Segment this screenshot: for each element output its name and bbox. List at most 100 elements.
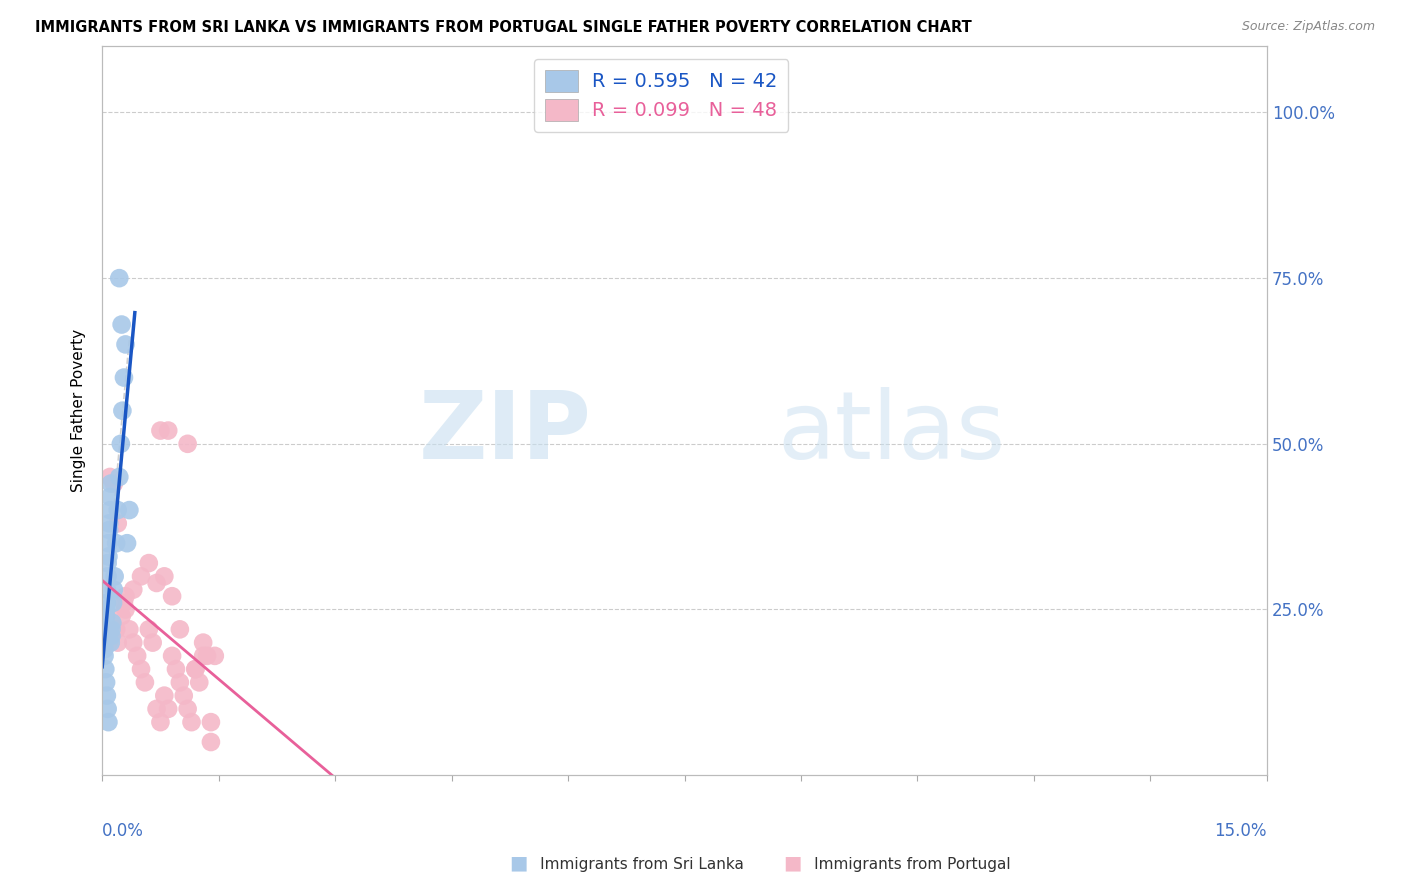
Point	[94, 609, 117, 624]
Point	[97, 569, 120, 583]
Point	[97, 549, 120, 564]
Point	[111, 609, 134, 624]
Point	[127, 648, 149, 663]
Point	[103, 582, 125, 597]
Point	[145, 576, 167, 591]
Point	[129, 569, 152, 583]
Point	[115, 536, 138, 550]
Point	[111, 403, 134, 417]
Point	[105, 536, 128, 550]
Point	[93, 629, 115, 643]
Y-axis label: Single Father Poverty: Single Father Poverty	[72, 329, 86, 492]
Point	[110, 437, 132, 451]
Point	[129, 662, 152, 676]
Text: ZIP: ZIP	[419, 386, 592, 478]
Point	[107, 503, 129, 517]
Text: 0.0%: 0.0%	[103, 822, 143, 839]
Point	[93, 648, 115, 663]
Point	[112, 370, 135, 384]
Point	[169, 675, 191, 690]
Point	[122, 582, 145, 597]
Point	[103, 476, 125, 491]
Point	[165, 662, 187, 676]
Point	[176, 437, 198, 451]
Point	[98, 490, 121, 504]
Point	[93, 642, 115, 657]
Point	[108, 470, 131, 484]
Point	[191, 648, 214, 663]
Point	[112, 596, 135, 610]
Text: atlas: atlas	[778, 386, 1005, 478]
Point	[98, 523, 121, 537]
Point	[101, 596, 124, 610]
Text: Immigrants from Portugal: Immigrants from Portugal	[780, 857, 1011, 872]
Point	[138, 623, 160, 637]
Point	[153, 569, 176, 583]
Point	[145, 702, 167, 716]
Point	[111, 318, 134, 332]
Point	[114, 337, 136, 351]
Point	[169, 623, 191, 637]
Point	[134, 675, 156, 690]
Point	[157, 424, 180, 438]
Point	[105, 623, 128, 637]
Point	[97, 715, 120, 730]
Point	[173, 689, 195, 703]
Point	[96, 582, 118, 597]
Legend: R = 0.595   N = 42, R = 0.099   N = 48: R = 0.595 N = 42, R = 0.099 N = 48	[534, 59, 789, 132]
Point	[94, 662, 117, 676]
Point	[191, 635, 214, 649]
Point	[97, 556, 120, 570]
Text: ■: ■	[783, 854, 801, 872]
Point	[100, 629, 122, 643]
Point	[98, 470, 121, 484]
Point	[122, 635, 145, 649]
Point	[108, 271, 131, 285]
Point	[184, 662, 207, 676]
Point	[160, 589, 183, 603]
Point	[142, 635, 165, 649]
Point	[98, 516, 121, 531]
Point	[107, 516, 129, 531]
Point	[94, 623, 117, 637]
Point	[97, 536, 120, 550]
Text: ■: ■	[509, 854, 527, 872]
Point	[200, 715, 222, 730]
Point	[96, 596, 118, 610]
Point	[118, 503, 141, 517]
Point	[149, 715, 172, 730]
Text: Immigrants from Sri Lanka: Immigrants from Sri Lanka	[506, 857, 744, 872]
Point	[93, 635, 115, 649]
Point	[96, 689, 118, 703]
Text: 15.0%: 15.0%	[1215, 822, 1267, 839]
Point	[149, 424, 172, 438]
Point	[184, 662, 207, 676]
Point	[100, 476, 122, 491]
Point	[114, 589, 136, 603]
Point	[107, 635, 129, 649]
Point	[180, 715, 202, 730]
Point	[94, 623, 117, 637]
Point	[94, 602, 117, 616]
Point	[157, 702, 180, 716]
Point	[195, 648, 218, 663]
Point	[188, 675, 211, 690]
Point	[138, 556, 160, 570]
Point	[98, 503, 121, 517]
Point	[200, 735, 222, 749]
Point	[94, 615, 117, 630]
Point	[204, 648, 226, 663]
Point	[160, 648, 183, 663]
Point	[118, 623, 141, 637]
Point	[104, 569, 127, 583]
Point	[153, 689, 176, 703]
Point	[97, 635, 120, 649]
Text: Source: ZipAtlas.com: Source: ZipAtlas.com	[1241, 20, 1375, 33]
Point	[100, 635, 122, 649]
Point	[176, 702, 198, 716]
Point	[100, 623, 122, 637]
Point	[114, 602, 136, 616]
Point	[101, 615, 124, 630]
Text: IMMIGRANTS FROM SRI LANKA VS IMMIGRANTS FROM PORTUGAL SINGLE FATHER POVERTY CORR: IMMIGRANTS FROM SRI LANKA VS IMMIGRANTS …	[35, 20, 972, 35]
Point	[97, 702, 120, 716]
